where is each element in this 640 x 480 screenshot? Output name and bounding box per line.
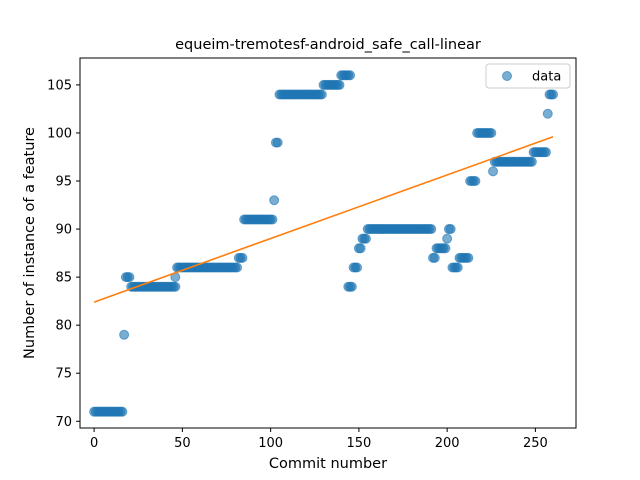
x-axis-ticks: 0 50 100 150 200 250 xyxy=(90,428,548,451)
data-point xyxy=(355,243,366,254)
data-point xyxy=(463,252,474,263)
data-point xyxy=(124,272,135,283)
y-tick-label: 75 xyxy=(55,367,72,382)
data-point xyxy=(542,108,553,119)
data-point xyxy=(426,224,437,235)
chart-title: equeim-tremotesf-android_safe_call-linea… xyxy=(175,37,481,53)
data-point xyxy=(269,195,280,206)
linear-fit-line xyxy=(93,136,554,303)
data-point xyxy=(440,243,451,254)
y-tick-label: 90 xyxy=(55,223,72,238)
x-tick-label: 0 xyxy=(90,436,98,451)
data-point xyxy=(346,281,357,292)
x-tick-label: 250 xyxy=(523,436,548,451)
data-point xyxy=(232,262,243,273)
data-point xyxy=(352,262,363,273)
data-point xyxy=(267,214,278,225)
x-axis-label: Commit number xyxy=(269,456,387,472)
data-point xyxy=(345,70,356,81)
data-point xyxy=(237,252,248,263)
data-point xyxy=(548,89,559,100)
data-point xyxy=(429,252,440,263)
y-axis-ticks: 70 75 80 85 90 95 100 105 xyxy=(47,78,80,430)
x-tick-label: 200 xyxy=(435,436,460,451)
data-point xyxy=(170,281,181,292)
data-point xyxy=(470,176,481,187)
x-tick-label: 50 xyxy=(174,436,191,451)
data-point xyxy=(488,166,499,177)
data-point xyxy=(316,89,327,100)
data-point xyxy=(540,147,551,158)
plot-frame xyxy=(79,57,577,429)
y-tick-label: 85 xyxy=(55,271,72,286)
legend-marker-data xyxy=(502,71,512,81)
data-point xyxy=(119,329,130,340)
data-point xyxy=(445,224,456,235)
plot-area xyxy=(79,57,577,429)
y-axis-label: Number of instance of a feature xyxy=(22,127,38,359)
y-tick-label: 100 xyxy=(47,126,72,141)
data-point xyxy=(442,233,453,244)
data-point xyxy=(360,233,371,244)
y-tick-label: 95 xyxy=(55,175,72,190)
data-point xyxy=(526,156,537,167)
legend: data xyxy=(485,63,571,89)
y-tick-label: 105 xyxy=(47,78,72,93)
data-point xyxy=(117,406,128,417)
data-point xyxy=(486,127,497,138)
x-tick-label: 100 xyxy=(258,436,283,451)
data-point xyxy=(272,137,283,148)
data-point xyxy=(334,79,345,90)
legend-label-data: data xyxy=(532,70,561,85)
legend-box xyxy=(485,63,571,89)
data-point xyxy=(452,262,463,273)
y-tick-label: 80 xyxy=(55,319,72,334)
y-tick-label: 70 xyxy=(55,415,72,430)
x-tick-label: 150 xyxy=(346,436,371,451)
